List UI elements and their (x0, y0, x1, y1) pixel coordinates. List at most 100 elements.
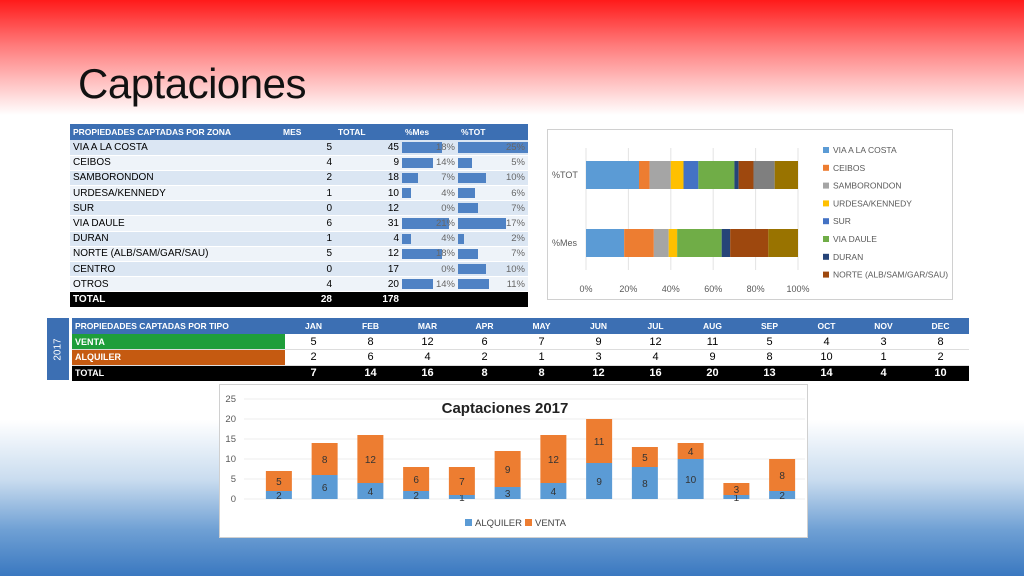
zone-row: DURAN 1 4 4% 2% (70, 231, 528, 247)
column-segment (265, 491, 292, 499)
column-segment (448, 495, 475, 499)
percent-bar-segment (670, 161, 684, 189)
month-value: 6 (456, 334, 513, 350)
legend-swatch (823, 182, 829, 189)
percent-bar-segment (698, 161, 735, 189)
zone-name: OTROS (70, 276, 280, 293)
legend-label: VIA A LA COSTA (833, 145, 897, 155)
zone-row: SAMBORONDON 2 18 7% 10% (70, 170, 528, 187)
legend-swatch (823, 253, 829, 260)
month-value: 7 (285, 365, 342, 381)
legend-label: NORTE (ALB/SAM/GAR/SAU) (833, 270, 948, 280)
pct-value: 11% (506, 278, 525, 290)
zone-table-header: PROPIEDADES CAPTADAS POR ZONA MES TOTAL … (70, 124, 528, 140)
data-label: 3 (505, 489, 511, 500)
pct-value: 10% (505, 172, 525, 184)
legend-label: VIA DAULE (833, 234, 877, 244)
month-value: 1 (855, 349, 912, 366)
column-segment (311, 443, 338, 475)
zone-total: 9 (335, 155, 402, 171)
month-value: 13 (741, 365, 798, 381)
zone-mes: 0 (280, 200, 335, 217)
data-bar (402, 218, 450, 229)
data-label: 4 (368, 487, 374, 498)
column-segment (677, 443, 704, 459)
pct-value: 14% (435, 278, 455, 290)
x-tick-label: 80% (747, 284, 765, 294)
month-value: 8 (513, 365, 570, 381)
zone-mes: 1 (280, 231, 335, 247)
year-label-text: 2017 (52, 337, 64, 361)
data-label: 2 (276, 491, 282, 502)
zone-mes: 2 (280, 170, 335, 187)
pct-value: 7% (441, 172, 455, 184)
data-label: 12 (548, 455, 560, 466)
y-tick-label: 15 (225, 434, 236, 445)
column-segment (586, 419, 613, 463)
y-tick-label: 20 (225, 414, 236, 425)
header-total: TOTAL (335, 124, 402, 140)
percent-bar-segment (677, 229, 722, 257)
zone-pct-mes: 18% (402, 246, 458, 263)
chart-title: Captaciones 2017 (442, 400, 569, 417)
column-segment (540, 435, 567, 483)
zone-total: 18 (335, 170, 402, 187)
pct-value: 4% (441, 187, 455, 199)
data-bar (458, 203, 478, 214)
pct-value: 0% (441, 263, 455, 275)
total-label: TOTAL (70, 291, 280, 308)
zone-total: 12 (335, 200, 402, 217)
column-segment (586, 463, 613, 499)
data-bar (402, 248, 443, 259)
month-value: 16 (627, 365, 684, 381)
data-label: 12 (365, 455, 377, 466)
zone-pct-tot: 10% (458, 261, 528, 278)
data-label: 4 (688, 447, 694, 458)
month-header: MAY (513, 318, 570, 334)
legend-label: ALQUILER (475, 518, 522, 529)
percent-bar-segment (668, 229, 678, 257)
pct-value: 2% (511, 233, 525, 245)
data-label: 9 (596, 477, 602, 488)
zone-total: 17 (335, 261, 402, 278)
x-tick-label: 20% (619, 284, 637, 294)
percent-bar-segment (649, 161, 671, 189)
data-bar (402, 279, 434, 290)
month-header: JUL (627, 318, 684, 334)
month-value: 12 (570, 365, 627, 381)
month-value: 16 (399, 365, 456, 381)
zone-row: OTROS 4 20 14% 11% (70, 276, 528, 293)
header-mes: MES (280, 124, 335, 140)
zone-total: 20 (335, 276, 402, 293)
zone-mes: 5 (280, 246, 335, 263)
x-tick-label: 100% (786, 284, 809, 294)
data-bar (458, 172, 486, 184)
data-label: 2 (779, 491, 785, 502)
data-label: 8 (779, 471, 785, 482)
zone-pct-mes: 4% (402, 185, 458, 202)
x-tick-label: 0% (579, 284, 592, 294)
data-label: 1 (459, 493, 465, 504)
month-value: 8 (741, 349, 798, 366)
month-value: 14 (798, 365, 855, 381)
column-segment (357, 435, 384, 483)
percent-bar-segment (624, 229, 654, 257)
month-header: APR (456, 318, 513, 334)
zone-pct-tot: 10% (458, 170, 528, 187)
data-label: 1 (734, 493, 740, 504)
data-label: 8 (642, 479, 648, 490)
zone-pct-tot: 11% (458, 276, 528, 293)
zone-pct-tot: 25% (458, 140, 528, 156)
data-bar (458, 279, 489, 290)
percent-bar-segment (639, 161, 650, 189)
data-bar (402, 188, 411, 199)
legend-label: URDESA/KENNEDY (833, 198, 912, 208)
data-bar (458, 142, 528, 153)
column-segment (403, 491, 430, 499)
zone-name: SUR (70, 200, 280, 217)
zone-name: URDESA/KENNEDY (70, 185, 280, 202)
type-row-total: TOTAL 7 14 16 8 8 12 16 20 13 14 4 10 (72, 365, 969, 381)
zone-name: VIA A LA COSTA (70, 140, 280, 156)
month-value: 8 (912, 334, 969, 350)
month-value: 9 (684, 349, 741, 366)
